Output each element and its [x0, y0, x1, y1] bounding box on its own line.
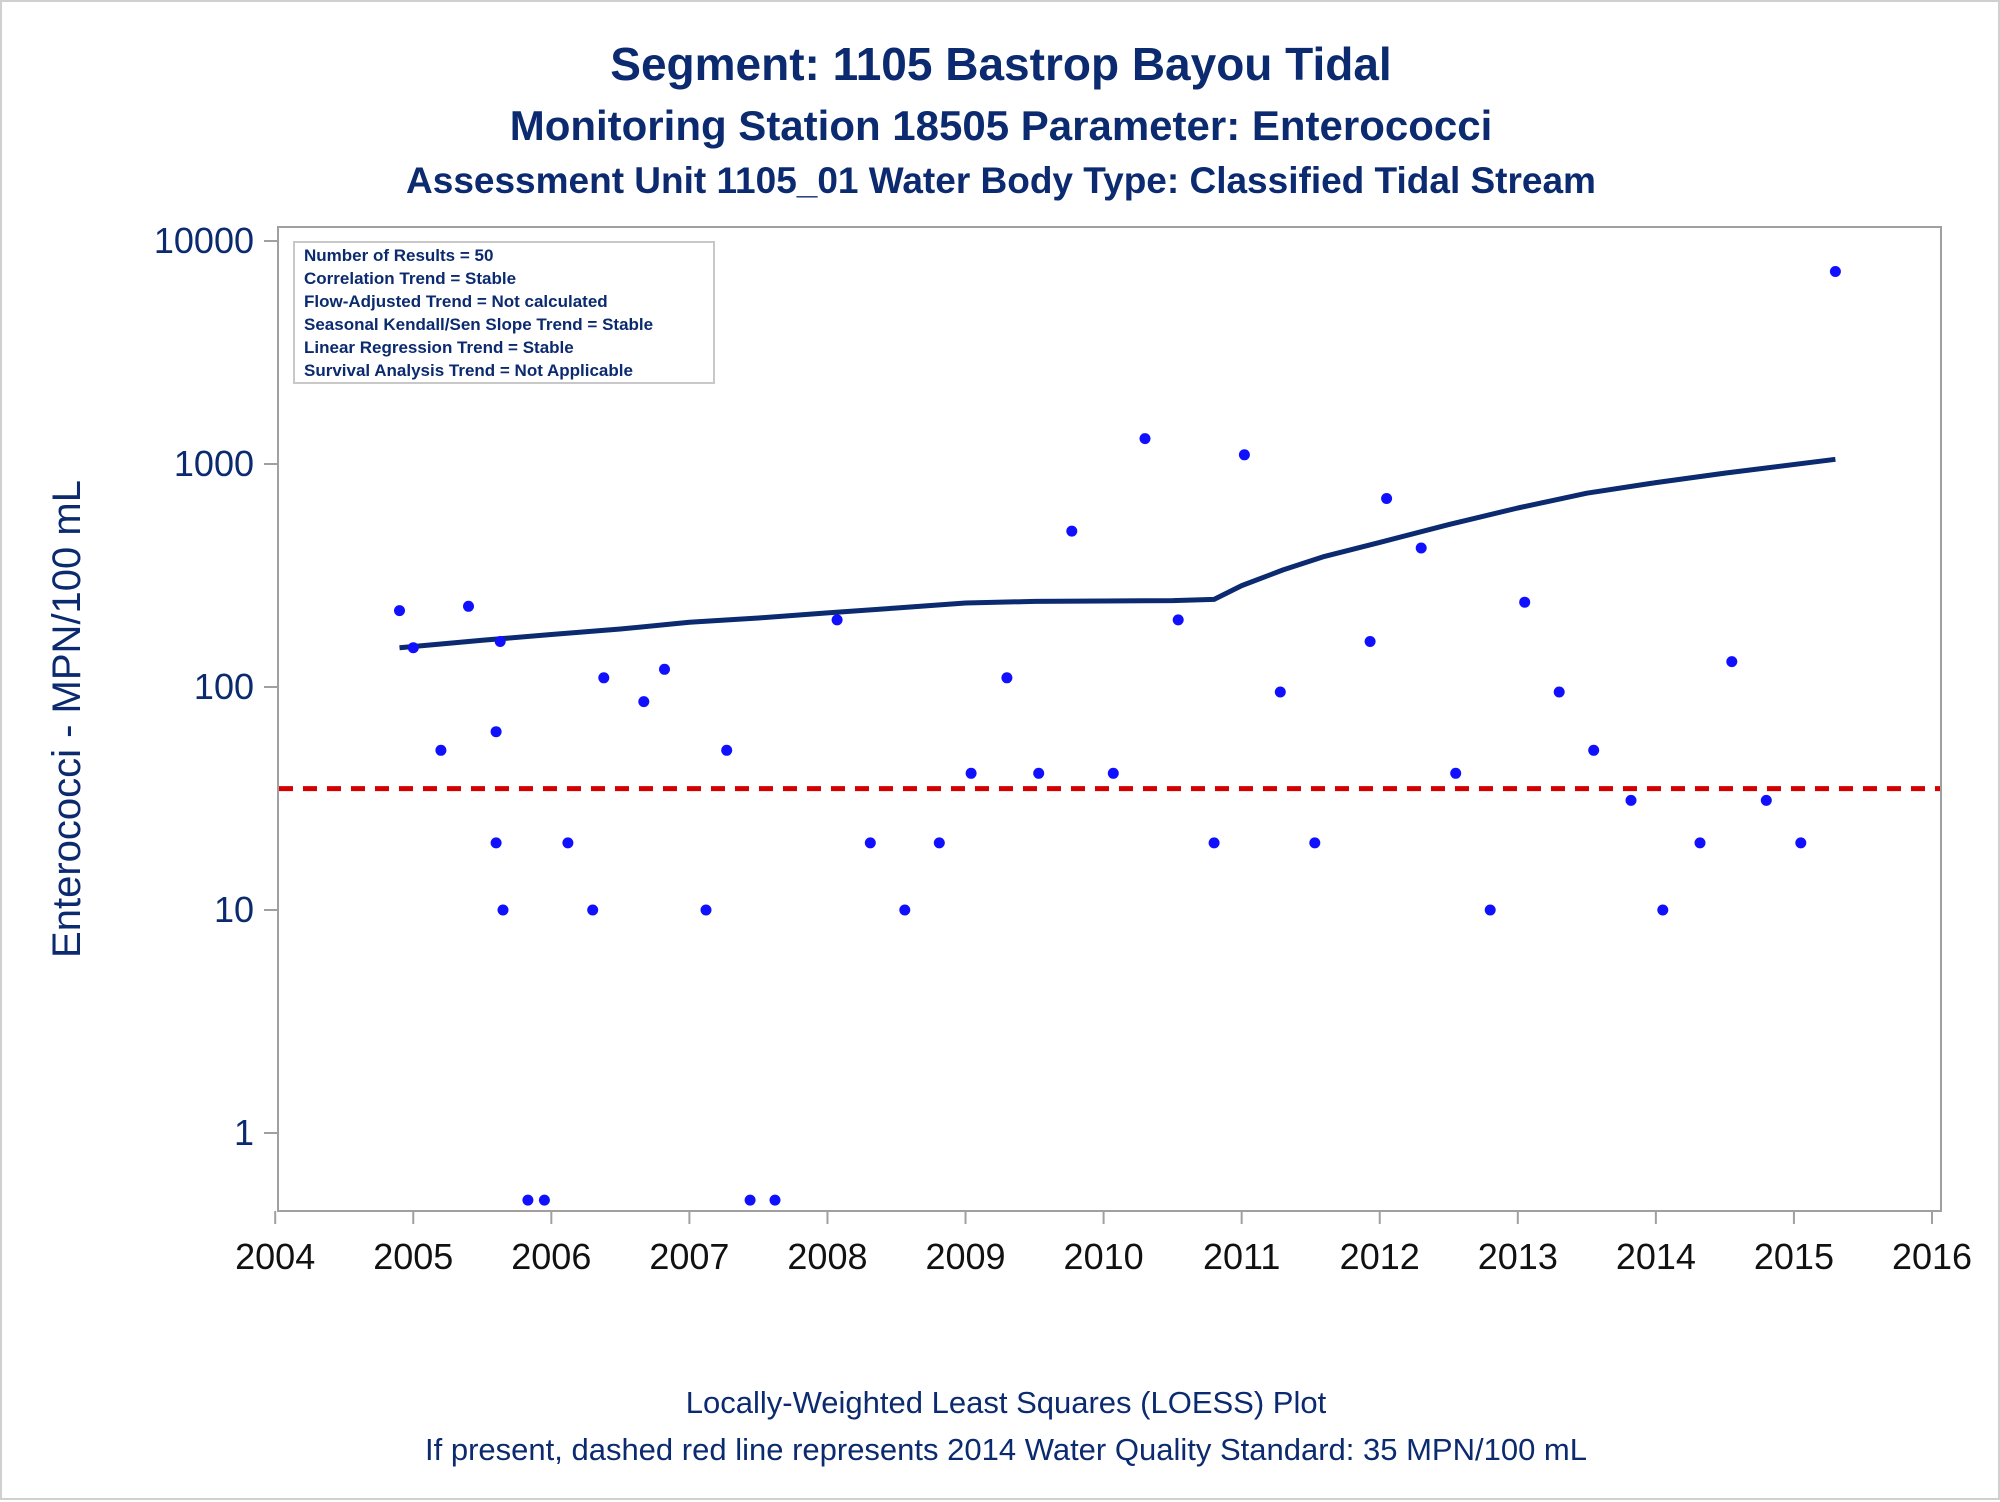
data-point — [407, 642, 419, 654]
data-point — [933, 837, 945, 849]
x-tick-label: 2006 — [511, 1236, 591, 1277]
data-point — [1309, 837, 1321, 849]
data-point — [538, 1194, 550, 1206]
data-point — [1625, 794, 1637, 806]
legend-line-survival: Survival Analysis Trend = Not Applicable — [304, 361, 633, 380]
y-tick-label: 1000 — [174, 443, 254, 484]
data-point — [1760, 794, 1772, 806]
x-tick-label: 2004 — [235, 1236, 315, 1277]
x-tick-label: 2016 — [1892, 1236, 1972, 1277]
data-point — [899, 904, 911, 916]
chart-title: Segment: 1105 Bastrop Bayou Tidal — [610, 38, 1391, 90]
data-point — [1066, 525, 1078, 537]
y-tick-label: 100 — [194, 666, 254, 707]
y-axis: 1 10 100 1000 10000 — [154, 220, 278, 1153]
data-point — [1726, 656, 1738, 668]
data-point — [1172, 614, 1184, 626]
data-point — [1415, 542, 1427, 554]
data-point — [522, 1194, 534, 1206]
data-point — [864, 837, 876, 849]
data-point — [435, 744, 447, 756]
data-point — [744, 1194, 756, 1206]
legend-line-seasonal-kendall: Seasonal Kendall/Sen Slope Trend = Stabl… — [304, 315, 653, 334]
data-point — [1208, 837, 1220, 849]
chart-subtitle-2: Assessment Unit 1105_01 Water Body Type:… — [406, 160, 1596, 201]
data-point — [769, 1194, 781, 1206]
data-point — [394, 605, 405, 617]
chart-subtitle: Monitoring Station 18505 Parameter: Ente… — [510, 102, 1493, 149]
stats-legend: Number of Results = 50 Correlation Trend… — [304, 246, 653, 380]
footnote-loess: Locally-Weighted Least Squares (LOESS) P… — [686, 1385, 1327, 1420]
data-point — [562, 837, 574, 849]
data-point — [1795, 837, 1807, 849]
legend-line-results: Number of Results = 50 — [304, 246, 493, 265]
stats-legend-box — [293, 241, 715, 384]
x-tick-label: 2014 — [1616, 1236, 1696, 1277]
data-point — [497, 904, 509, 916]
data-point — [1139, 433, 1151, 445]
legend-line-correlation: Correlation Trend = Stable — [304, 269, 516, 288]
data-point — [1484, 904, 1496, 916]
data-point — [1519, 596, 1531, 608]
data-point — [1033, 767, 1045, 779]
data-point — [721, 744, 733, 756]
y-tick-label: 1 — [234, 1112, 254, 1153]
data-point — [490, 837, 502, 849]
x-tick-label: 2013 — [1478, 1236, 1558, 1277]
legend-line-flow-adjusted: Flow-Adjusted Trend = Not calculated — [304, 292, 608, 311]
data-point — [1107, 767, 1119, 779]
data-point — [1381, 493, 1393, 504]
x-tick-label: 2011 — [1203, 1236, 1280, 1277]
data-point — [494, 636, 506, 647]
data-point — [965, 767, 977, 779]
legend-line-linear-regression: Linear Regression Trend = Stable — [304, 338, 574, 357]
plot-area — [277, 226, 1942, 1212]
loess-line — [399, 456, 1836, 651]
data-point — [1364, 636, 1376, 647]
data-point — [638, 696, 650, 708]
x-tick-label: 2007 — [649, 1236, 729, 1277]
data-points — [394, 266, 1841, 1206]
y-axis-label: Enterococci - MPN/100 mL — [45, 480, 89, 958]
data-point — [659, 663, 670, 675]
y-tick-label: 10 — [214, 889, 254, 930]
y-tick-label: 10000 — [154, 220, 254, 261]
data-point — [587, 904, 599, 916]
data-point — [700, 904, 712, 916]
data-point — [1274, 686, 1286, 698]
data-point — [1694, 837, 1706, 849]
data-point — [1829, 266, 1841, 277]
data-point — [490, 726, 502, 738]
data-point — [1001, 672, 1013, 684]
footnote-standard: If present, dashed red line represents 2… — [425, 1432, 1587, 1467]
x-tick-label: 2012 — [1340, 1236, 1420, 1277]
x-tick-label: 2005 — [373, 1236, 453, 1277]
data-point — [1238, 449, 1250, 461]
data-point — [1553, 686, 1565, 698]
data-point — [1657, 904, 1669, 916]
x-tick-label: 2009 — [925, 1236, 1005, 1277]
data-point — [463, 600, 474, 612]
x-tick-label: 2010 — [1064, 1236, 1144, 1277]
data-point — [1450, 767, 1462, 779]
data-point — [831, 614, 843, 626]
data-point — [1588, 744, 1600, 756]
x-tick-label: 2015 — [1754, 1236, 1834, 1277]
x-axis: 2004 2005 2006 2007 2008 2009 2010 2011 2012 2013… — [235, 1211, 1972, 1277]
data-point — [598, 672, 610, 684]
x-tick-label: 2008 — [787, 1236, 867, 1277]
